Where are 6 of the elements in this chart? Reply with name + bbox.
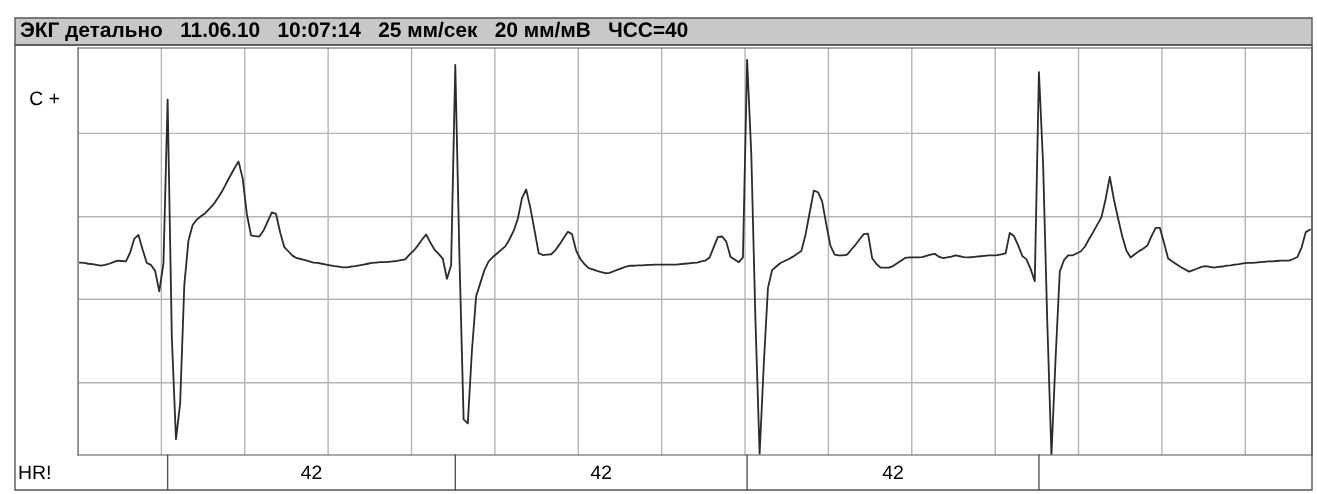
text: 42 [301, 465, 322, 480]
text: HR! [19, 465, 50, 480]
text: C + [30, 91, 60, 106]
chart-title: ЭКГ детально 11.06.10 10:07:14 25 мм/сек 20 мм/мВ ЧСС=40 [20, 21, 688, 42]
text: 42 [882, 465, 903, 480]
text: 42 [590, 465, 612, 480]
